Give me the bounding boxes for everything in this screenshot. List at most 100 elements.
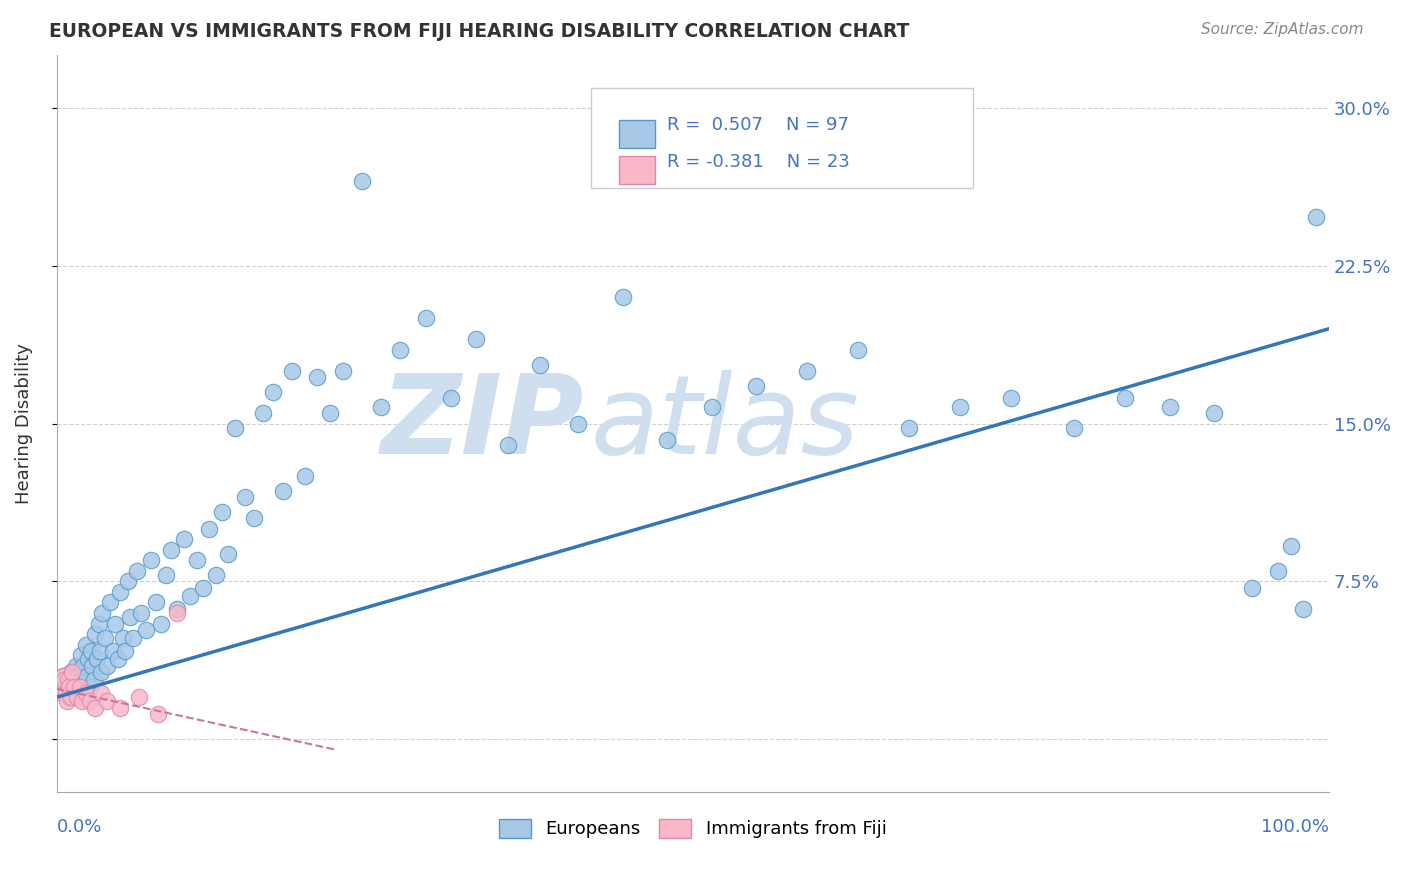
Point bbox=[75, 686, 97, 700]
Point bbox=[120, 610, 142, 624]
Point bbox=[101, 644, 124, 658]
Point bbox=[73, 686, 96, 700]
Point bbox=[56, 673, 79, 688]
Point bbox=[70, 673, 93, 688]
Point bbox=[117, 574, 139, 589]
Point bbox=[179, 589, 201, 603]
Point bbox=[110, 585, 132, 599]
Point bbox=[83, 627, 105, 641]
Text: 100.0%: 100.0% bbox=[1261, 819, 1329, 837]
Point bbox=[1159, 400, 1181, 414]
Point bbox=[529, 358, 551, 372]
Point bbox=[114, 644, 136, 658]
Point bbox=[389, 343, 412, 357]
Point bbox=[846, 343, 869, 357]
Point bbox=[160, 542, 183, 557]
Point bbox=[90, 665, 112, 679]
Point bbox=[1114, 392, 1136, 406]
Point bbox=[49, 680, 72, 694]
FancyBboxPatch shape bbox=[591, 88, 973, 188]
Point bbox=[319, 406, 342, 420]
Point bbox=[62, 686, 84, 700]
Bar bbox=[619, 120, 655, 148]
Point bbox=[83, 700, 105, 714]
Point bbox=[612, 290, 634, 304]
Point bbox=[233, 490, 256, 504]
Point bbox=[90, 686, 112, 700]
Point bbox=[55, 686, 77, 700]
Point bbox=[56, 686, 79, 700]
Point bbox=[70, 694, 93, 708]
Point bbox=[465, 332, 488, 346]
Point bbox=[76, 669, 98, 683]
Point bbox=[198, 522, 221, 536]
Point bbox=[83, 673, 105, 688]
Point bbox=[98, 595, 121, 609]
Point bbox=[125, 564, 148, 578]
Point bbox=[79, 694, 101, 708]
Point bbox=[567, 417, 589, 431]
Point bbox=[149, 616, 172, 631]
Point bbox=[69, 680, 91, 694]
Point bbox=[155, 568, 177, 582]
Point bbox=[166, 602, 188, 616]
Point bbox=[52, 669, 75, 683]
Point bbox=[745, 378, 768, 392]
Point bbox=[271, 483, 294, 498]
Point bbox=[94, 632, 117, 646]
Point bbox=[75, 638, 97, 652]
Point bbox=[700, 400, 723, 414]
Point bbox=[110, 700, 132, 714]
Point bbox=[224, 421, 246, 435]
Point bbox=[350, 174, 373, 188]
Point bbox=[252, 406, 274, 420]
Point bbox=[58, 690, 80, 705]
Point bbox=[1279, 539, 1302, 553]
Point bbox=[370, 400, 392, 414]
Point bbox=[56, 694, 79, 708]
Point bbox=[281, 364, 304, 378]
Point bbox=[96, 694, 118, 708]
Point bbox=[657, 434, 679, 448]
Point bbox=[128, 690, 150, 705]
Text: R =  0.507    N = 97: R = 0.507 N = 97 bbox=[668, 116, 849, 135]
Point bbox=[52, 669, 75, 683]
Point bbox=[69, 648, 91, 662]
Legend: Europeans, Immigrants from Fiji: Europeans, Immigrants from Fiji bbox=[492, 812, 894, 846]
Text: R = -0.381    N = 23: R = -0.381 N = 23 bbox=[668, 153, 851, 170]
Point bbox=[72, 658, 94, 673]
Point bbox=[204, 568, 226, 582]
Point bbox=[59, 690, 82, 705]
Point bbox=[65, 658, 87, 673]
Point bbox=[80, 644, 103, 658]
Point bbox=[897, 421, 920, 435]
Point bbox=[66, 690, 89, 705]
Point bbox=[58, 680, 80, 694]
Point bbox=[145, 595, 167, 609]
Point bbox=[217, 547, 239, 561]
Point bbox=[211, 505, 233, 519]
Point bbox=[82, 658, 104, 673]
Point bbox=[1063, 421, 1085, 435]
Bar bbox=[619, 156, 655, 185]
Point bbox=[166, 606, 188, 620]
Point bbox=[1241, 581, 1264, 595]
Point bbox=[55, 680, 77, 694]
Point bbox=[148, 707, 170, 722]
Text: ZIP: ZIP bbox=[381, 370, 585, 477]
Point bbox=[1267, 564, 1289, 578]
Point bbox=[56, 673, 79, 688]
Point bbox=[60, 665, 83, 679]
Point bbox=[91, 606, 114, 620]
Text: atlas: atlas bbox=[591, 370, 859, 477]
Point bbox=[173, 533, 195, 547]
Text: 0.0%: 0.0% bbox=[56, 819, 103, 837]
Point bbox=[307, 370, 329, 384]
Point bbox=[186, 553, 208, 567]
Point bbox=[59, 665, 82, 679]
Point bbox=[949, 400, 972, 414]
Point bbox=[87, 616, 110, 631]
Text: Source: ZipAtlas.com: Source: ZipAtlas.com bbox=[1201, 22, 1364, 37]
Y-axis label: Hearing Disability: Hearing Disability bbox=[15, 343, 32, 504]
Point bbox=[79, 680, 101, 694]
